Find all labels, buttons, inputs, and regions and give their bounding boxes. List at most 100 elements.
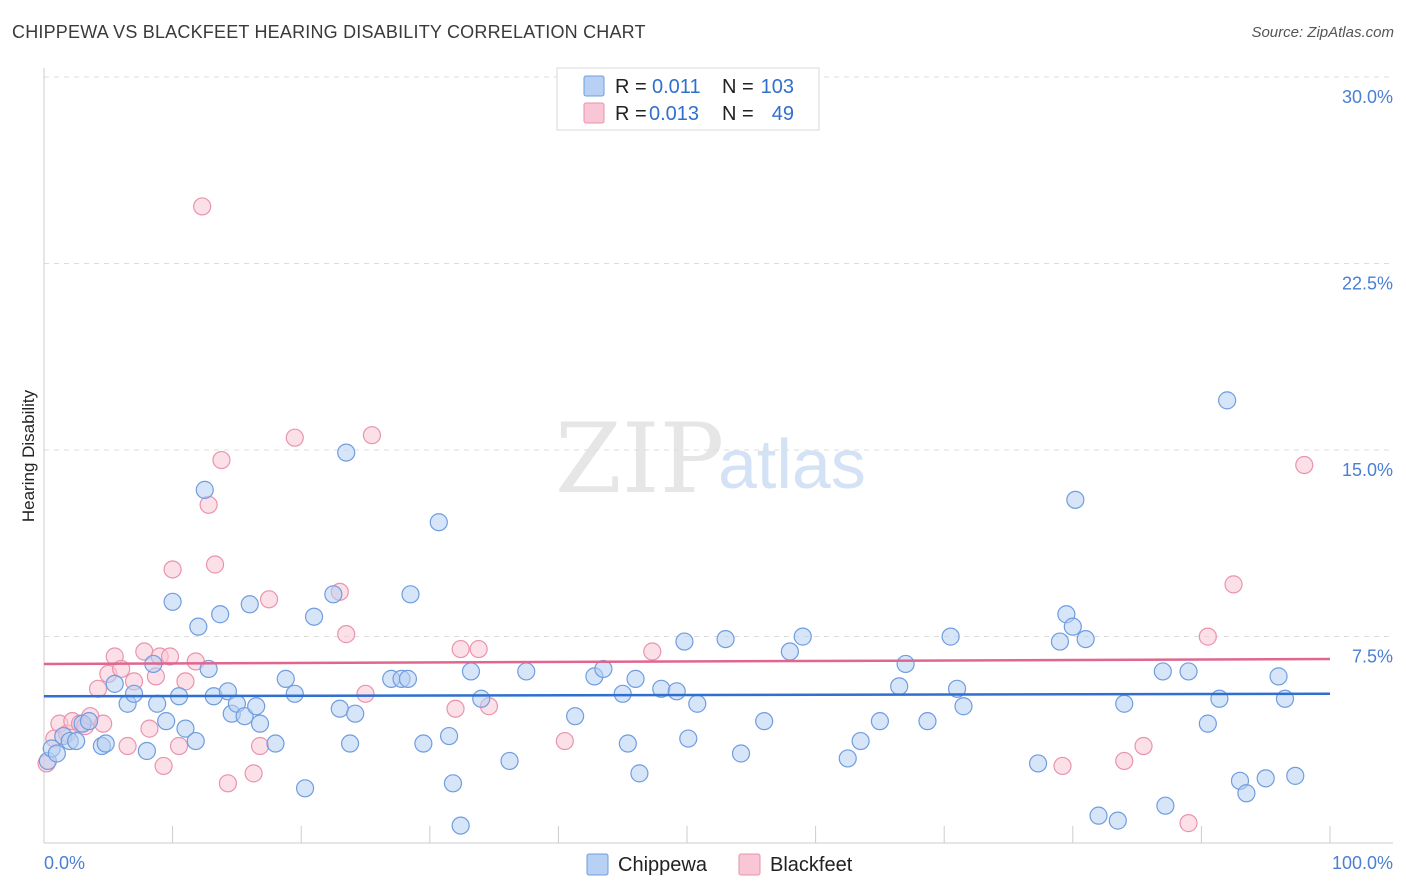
blackfeet-point (285, 428, 304, 447)
chippewa-point (199, 659, 218, 679)
chippewa-point (630, 764, 649, 783)
blackfeet-points (37, 197, 1314, 833)
chippewa-point (1063, 617, 1082, 636)
chippewa-point (148, 694, 167, 713)
blackfeet-legend-label: Blackfeet (770, 854, 853, 876)
blackfeet-point (643, 642, 662, 661)
chippewa-point (675, 632, 694, 651)
chippewa-point (414, 734, 433, 753)
chippewa-point (618, 734, 637, 753)
chippewa-point (947, 679, 967, 698)
blackfeet-point (446, 699, 465, 718)
chippewa-point (870, 712, 890, 731)
chippewa-point (443, 774, 463, 793)
chippewa-point (1108, 811, 1127, 830)
blackfeet-point (1198, 627, 1217, 646)
chippewa-legend-swatch (586, 853, 609, 876)
chart-title: CHIPPEWA VS BLACKFEET HEARING DISABILITY… (12, 22, 646, 42)
watermark-atlas: atlas (718, 425, 866, 503)
blackfeet-point (469, 639, 488, 659)
blackfeet-point (160, 647, 180, 666)
blackfeet-point (250, 736, 270, 756)
blackfeet-point (88, 679, 108, 698)
chippewa-point (1156, 796, 1175, 815)
chippewa-point (918, 712, 937, 731)
chippewa-point (235, 707, 254, 726)
gridlines (44, 76, 1393, 637)
chippewa-point (679, 729, 698, 748)
chippewa-point (124, 684, 144, 703)
chippewa-point (295, 779, 315, 798)
trend-lines (43, 657, 1331, 698)
chippewa-point (398, 669, 418, 688)
chippewa-point (324, 585, 343, 604)
legend-n-label: N = (722, 103, 754, 125)
chippewa-point (1269, 667, 1288, 686)
chippewa-point (195, 480, 214, 499)
chippewa-point (176, 719, 195, 738)
chippewa-trend-line (43, 692, 1331, 698)
blackfeet-point (1179, 814, 1198, 833)
legend-r-value: 0.013 (649, 103, 699, 125)
chippewa-point (163, 592, 182, 611)
chippewa-point (851, 731, 870, 751)
chippewa-swatch (583, 75, 605, 97)
blackfeet-legend-swatch (738, 853, 761, 876)
axes: 7.5% 15.0% 22.5% 30.0% (43, 68, 1393, 844)
chippewa-point (1256, 769, 1275, 788)
blackfeet-point (1115, 751, 1134, 771)
chippewa-point (1115, 694, 1134, 713)
blackfeet-point (356, 684, 375, 703)
chippewa-point (941, 627, 960, 646)
stats-legend: R = 0.011 N = 103 R = 0.013 N = 49 (556, 67, 820, 131)
blackfeet-point (205, 555, 225, 574)
legend-r-label: R = (615, 76, 647, 98)
chippewa-point (276, 669, 295, 688)
chippewa-point (1218, 391, 1237, 410)
chippewa-point (517, 662, 536, 681)
chippewa-point (157, 712, 176, 731)
chippewa-point (1198, 714, 1217, 733)
blackfeet-point (337, 625, 356, 644)
legend-n-label: N = (722, 76, 754, 98)
chippewa-point (793, 627, 812, 646)
chippewa-point (716, 629, 735, 649)
y-tick-label: 15.0% (1342, 460, 1393, 480)
y-tick-label: 22.5% (1342, 274, 1393, 294)
chippewa-point (566, 707, 585, 726)
blackfeet-point (218, 774, 237, 793)
legend-r-value: 0.011 (652, 76, 701, 98)
chippewa-point (500, 751, 519, 771)
chippewa-point (755, 712, 774, 731)
blackfeet-point (193, 197, 212, 216)
blackfeet-point (118, 736, 137, 756)
chippewa-point (67, 731, 86, 751)
chippewa-point (1286, 766, 1305, 785)
legend-n-value: 49 (772, 103, 794, 125)
chippewa-point (1089, 806, 1108, 825)
chippewa-point (688, 694, 707, 713)
x-tick-label-max: 100.0% (1332, 853, 1393, 873)
chippewa-point (626, 669, 645, 688)
chippewa-point (667, 682, 686, 701)
chippewa-legend-label: Chippewa (618, 854, 708, 876)
blackfeet-point (212, 450, 231, 470)
chippewa-point (340, 734, 360, 753)
chippewa-point (594, 659, 613, 679)
chippewa-points (38, 391, 1305, 835)
chippewa-point (838, 749, 857, 768)
x-tick-label-min: 0.0% (44, 853, 85, 873)
chippewa-point (896, 654, 915, 674)
chippewa-point (451, 816, 470, 835)
chippewa-point (780, 642, 799, 661)
chippewa-point (250, 714, 270, 733)
legend-n-value: 103 (761, 76, 794, 98)
blackfeet-point (259, 590, 279, 609)
chippewa-point (79, 712, 99, 731)
chippewa-point (1076, 629, 1095, 649)
chippewa-point (266, 734, 285, 753)
blackfeet-trend-line (43, 657, 1331, 666)
chippewa-point (472, 689, 491, 708)
blackfeet-point (451, 639, 470, 659)
chippewa-point (337, 443, 356, 462)
